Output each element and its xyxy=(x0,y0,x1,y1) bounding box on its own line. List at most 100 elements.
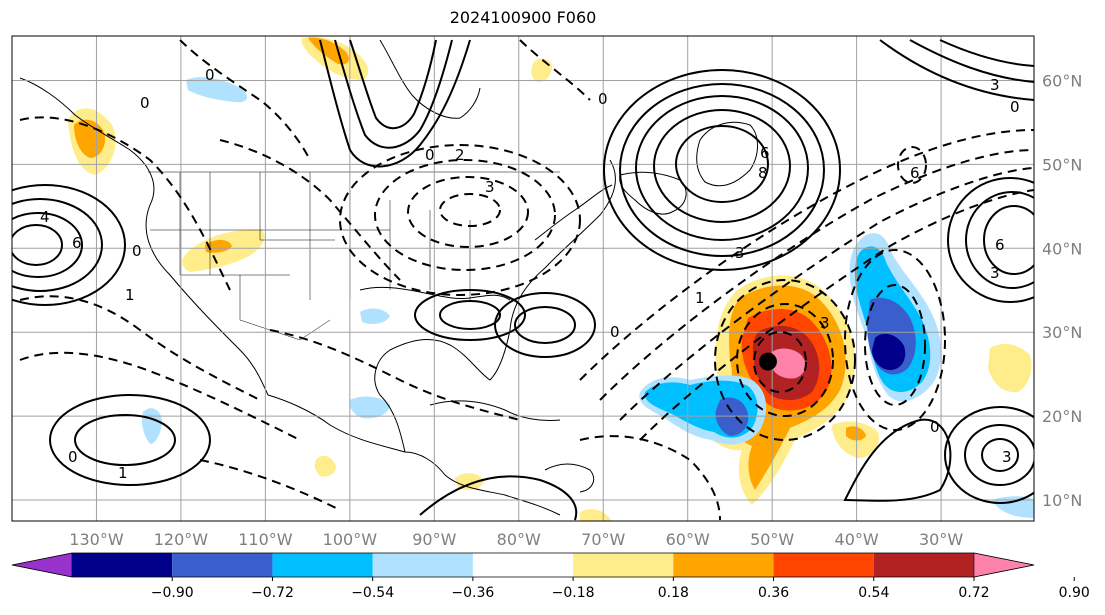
contour-label: 6 xyxy=(760,144,770,162)
contour-label: 4 xyxy=(40,208,50,226)
contour-high-east-3 xyxy=(983,205,1034,275)
contour-low-great-lakes-2 xyxy=(374,159,556,271)
plot-frame xyxy=(11,35,1035,522)
contour-storm-low-2 xyxy=(736,303,834,417)
colorbar-segment xyxy=(272,553,373,577)
contour-high-gulf-1 xyxy=(414,289,526,341)
colorbar-extend-high xyxy=(973,552,1035,578)
latitude-tick-label: 20°N xyxy=(1042,407,1082,426)
longitude-tick-label: 100°W xyxy=(323,530,378,549)
contour-label: 0 xyxy=(425,146,435,164)
colorbar-segment xyxy=(673,553,774,577)
contour-west-2 xyxy=(19,295,261,401)
longitude-tick-label: 30°W xyxy=(919,530,963,549)
contour-high-east-2 xyxy=(965,191,1034,289)
contour-ne-2 xyxy=(909,39,1034,83)
longitude-tick-label: 70°W xyxy=(581,530,625,549)
contour-trough-atl-4 xyxy=(639,189,1034,441)
positive-patch-mexico xyxy=(314,455,336,477)
colorbar-tick-label: 0.72 xyxy=(958,585,989,601)
contour-se-1 xyxy=(944,406,1034,504)
longitude-tick-label: 90°W xyxy=(412,530,456,549)
colorbar-tick-label: 0.36 xyxy=(758,585,789,601)
contour-high-pacific-1 xyxy=(12,184,126,306)
contour-high-pacific-3 xyxy=(12,212,83,278)
colorbar-outline xyxy=(11,552,1035,578)
colorbar-tick-label: 0.90 xyxy=(1059,585,1090,601)
colorbar-tick-label: −0.54 xyxy=(351,585,394,601)
latitude-tick-label: 50°N xyxy=(1042,155,1082,174)
longitude-tick-label: 110°W xyxy=(238,530,293,549)
contour-trough-atl-1 xyxy=(579,129,1034,381)
contour-label: 3 xyxy=(735,244,745,262)
longitude-tick-label: 50°W xyxy=(750,530,794,549)
longitude-tick-label: 120°W xyxy=(154,530,209,549)
contour-high-greenland-4 xyxy=(653,109,791,223)
colorbar-tick-label: −0.72 xyxy=(251,585,294,601)
negative-patch-canada xyxy=(186,77,248,103)
contour-west-1 xyxy=(19,116,231,291)
longitude-tick-label: 40°W xyxy=(835,530,879,549)
contour-label: 1 xyxy=(125,286,135,304)
colorbar-tick-label: −0.90 xyxy=(151,585,194,601)
contour-east-low-2 xyxy=(864,284,926,406)
negative-anomaly-west-royal xyxy=(715,397,749,436)
contour-high-greenland-1 xyxy=(603,69,841,271)
contour-label: 0 xyxy=(205,66,215,84)
latitude-tick-label: 10°N xyxy=(1042,491,1082,510)
contour-se-2 xyxy=(964,424,1034,486)
latitude-tick-label: 30°N xyxy=(1042,323,1082,342)
contours xyxy=(12,39,1034,521)
longitude-tick-labels: 130°W 120°W 110°W 100°W 90°W 80°W 70°W 60°W 50°W… xyxy=(69,530,963,549)
contour-north-1 xyxy=(179,39,311,161)
contour-label: 6 xyxy=(72,234,82,252)
contour-ridge-3 xyxy=(349,39,437,129)
colorbar-segment xyxy=(873,553,974,577)
latitude-tick-label: 40°N xyxy=(1042,239,1082,258)
contour-north-2 xyxy=(519,39,591,101)
contour-ridge-2 xyxy=(334,39,453,149)
contour-trough-atl-3 xyxy=(619,167,1034,421)
contour-central-1 xyxy=(219,139,401,281)
contour-low-great-lakes-1 xyxy=(339,144,581,296)
colorbar-segment xyxy=(72,553,173,577)
contour-high-east-1 xyxy=(947,177,1034,303)
contour-high-pacific-2 xyxy=(12,198,103,292)
positive-patch-north-orange xyxy=(308,37,349,65)
contour-small-low-e xyxy=(897,146,927,184)
contours-negative xyxy=(19,39,1034,521)
map-title: 2024100900 F060 xyxy=(449,8,597,27)
latitude-tick-labels: 10°N 20°N 30°N 40°N 50°N 60°N xyxy=(1042,71,1082,510)
contour-label: 0 xyxy=(610,323,620,341)
positive-patch-rockies-orange xyxy=(205,239,232,253)
positive-patch-carib xyxy=(455,473,484,490)
shaded-anomaly-fields xyxy=(68,36,1034,521)
colorbar-segment xyxy=(773,553,874,577)
contour-high-greenland-5 xyxy=(675,125,769,203)
contour-low-great-lakes-3 xyxy=(407,176,529,248)
negative-patch-se-corner xyxy=(992,496,1034,518)
colorbar-tick-label: 0.54 xyxy=(858,585,889,601)
positive-anomaly-pink xyxy=(772,348,806,379)
contour-label: 3 xyxy=(1002,448,1012,466)
contour-trough-atl-2 xyxy=(599,149,1034,401)
contour-low-great-lakes-4 xyxy=(439,193,501,227)
longitude-tick-label: 60°W xyxy=(666,530,710,549)
contour-label: 3 xyxy=(820,314,830,332)
contour-high-pacific-4 xyxy=(12,224,63,266)
contour-high-atl-1 xyxy=(494,292,596,358)
positive-patch-far-east xyxy=(988,344,1032,393)
contour-label: 3 xyxy=(485,178,495,196)
storm-center-marker xyxy=(758,352,777,371)
colorbar-tick-label: −0.36 xyxy=(451,585,494,601)
contour-ne-3 xyxy=(939,39,1034,67)
contour-label: 6 xyxy=(995,236,1005,254)
colorbar-segment xyxy=(472,553,574,577)
contour-storm-low-3 xyxy=(753,331,807,393)
contour-label: 0 xyxy=(132,242,142,260)
colorbar-tick-label: −0.18 xyxy=(552,585,595,601)
colorbar-segment xyxy=(573,553,674,577)
latitude-tick-label: 60°N xyxy=(1042,71,1082,90)
contour-label: 1 xyxy=(695,289,705,307)
